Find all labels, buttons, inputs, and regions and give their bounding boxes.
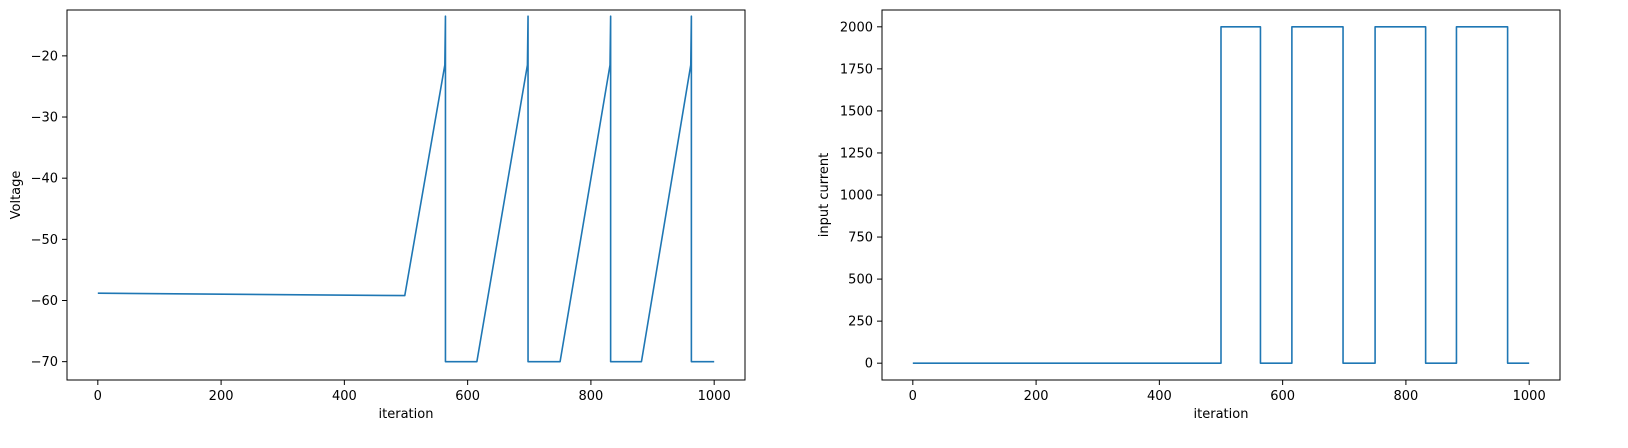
voltage-x-tick-label: 400	[332, 389, 357, 404]
voltage-plot-frame	[66, 9, 746, 381]
voltage-x-tick-label: 800	[578, 389, 603, 404]
input-current-x-tick-label: 600	[1270, 389, 1295, 404]
input-current-x-tick-label: 200	[1024, 389, 1049, 404]
voltage-y-axis: −70 −60 −50 −40 −30 −20	[31, 49, 67, 370]
input-current-y-tick-label: 0	[865, 357, 873, 372]
voltage-y-axis-label: Voltage	[9, 171, 24, 220]
input-current-x-tick-label: 400	[1147, 389, 1172, 404]
voltage-series-line	[97, 15, 715, 363]
input-current-y-tick-label: 250	[848, 315, 873, 330]
input-current-y-axis: 0 250 500 750 1000 1250 1500 1750 2000	[840, 20, 882, 372]
input-current-y-tick-label: 1750	[840, 62, 873, 77]
voltage-x-tick-label: 0	[94, 389, 102, 404]
input-current-x-tick-label: 1000	[1513, 389, 1546, 404]
input-current-x-tick-label: 0	[909, 389, 917, 404]
voltage-x-axis-label: iteration	[379, 407, 434, 422]
voltage-x-tick-label: 200	[209, 389, 234, 404]
voltage-y-tick-label: −60	[31, 294, 58, 309]
input-current-y-axis-label: input current	[817, 153, 832, 237]
input-current-y-tick-label: 2000	[840, 20, 873, 35]
voltage-x-tick-label: 600	[455, 389, 480, 404]
voltage-chart: 0 200 400 600 800 1000 −70 −60 −50 −40 −30 −20 ite…	[9, 9, 746, 422]
input-current-y-tick-label: 1500	[840, 104, 873, 119]
input-current-chart: 0 200 400 600 800 1000 0 250 500 750 1000 1250 1500…	[817, 9, 1561, 422]
voltage-y-tick-label: −20	[31, 49, 58, 64]
input-current-x-axis: 0 200 400 600 800 1000	[909, 380, 1546, 404]
voltage-y-tick-label: −30	[31, 111, 58, 126]
voltage-y-tick-label: −70	[31, 355, 58, 370]
voltage-y-tick-label: −40	[31, 172, 58, 187]
input-current-y-tick-label: 750	[848, 231, 873, 246]
input-current-series-line	[912, 26, 1530, 364]
voltage-x-tick-label: 1000	[698, 389, 731, 404]
input-current-x-axis-label: iteration	[1194, 407, 1249, 422]
input-current-y-tick-label: 500	[848, 273, 873, 288]
voltage-x-axis: 0 200 400 600 800 1000	[94, 380, 731, 404]
voltage-y-tick-label: −50	[31, 233, 58, 248]
input-current-y-tick-label: 1000	[840, 189, 873, 204]
input-current-y-tick-label: 1250	[840, 146, 873, 161]
input-current-x-tick-label: 800	[1393, 389, 1418, 404]
